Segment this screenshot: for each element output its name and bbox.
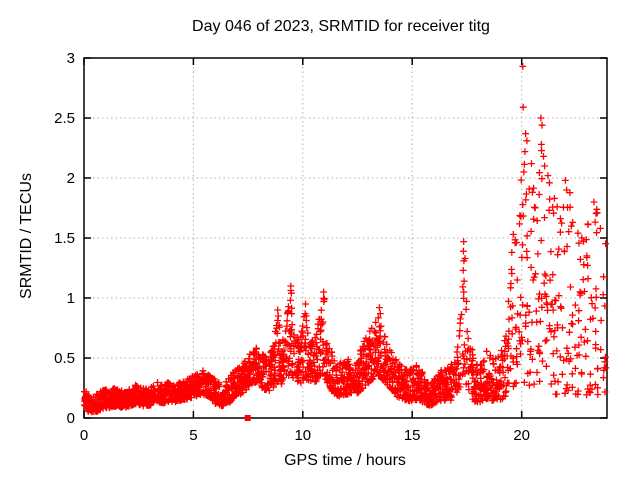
x-axis-label: GPS time / hours: [284, 452, 406, 469]
y-tick-label: 1.5: [54, 230, 75, 247]
x-tick-label: 10: [294, 427, 311, 444]
y-tick-label: 2: [67, 170, 75, 187]
outlier-square: [244, 415, 251, 421]
y-tick-label: 2.5: [54, 110, 75, 127]
y-tick-label: 0: [67, 410, 75, 427]
x-tick-label: 15: [404, 427, 421, 444]
y-tick-label: 0.5: [54, 350, 75, 367]
x-tick-label: 5: [189, 427, 197, 444]
data-points: [80, 63, 610, 416]
x-tick-label: 0: [80, 427, 88, 444]
y-tick-label: 1: [67, 290, 75, 307]
y-tick-label: 3: [67, 50, 75, 67]
chart-title: Day 046 of 2023, SRMTID for receiver tit…: [192, 18, 490, 35]
x-tick-label: 20: [513, 427, 530, 444]
